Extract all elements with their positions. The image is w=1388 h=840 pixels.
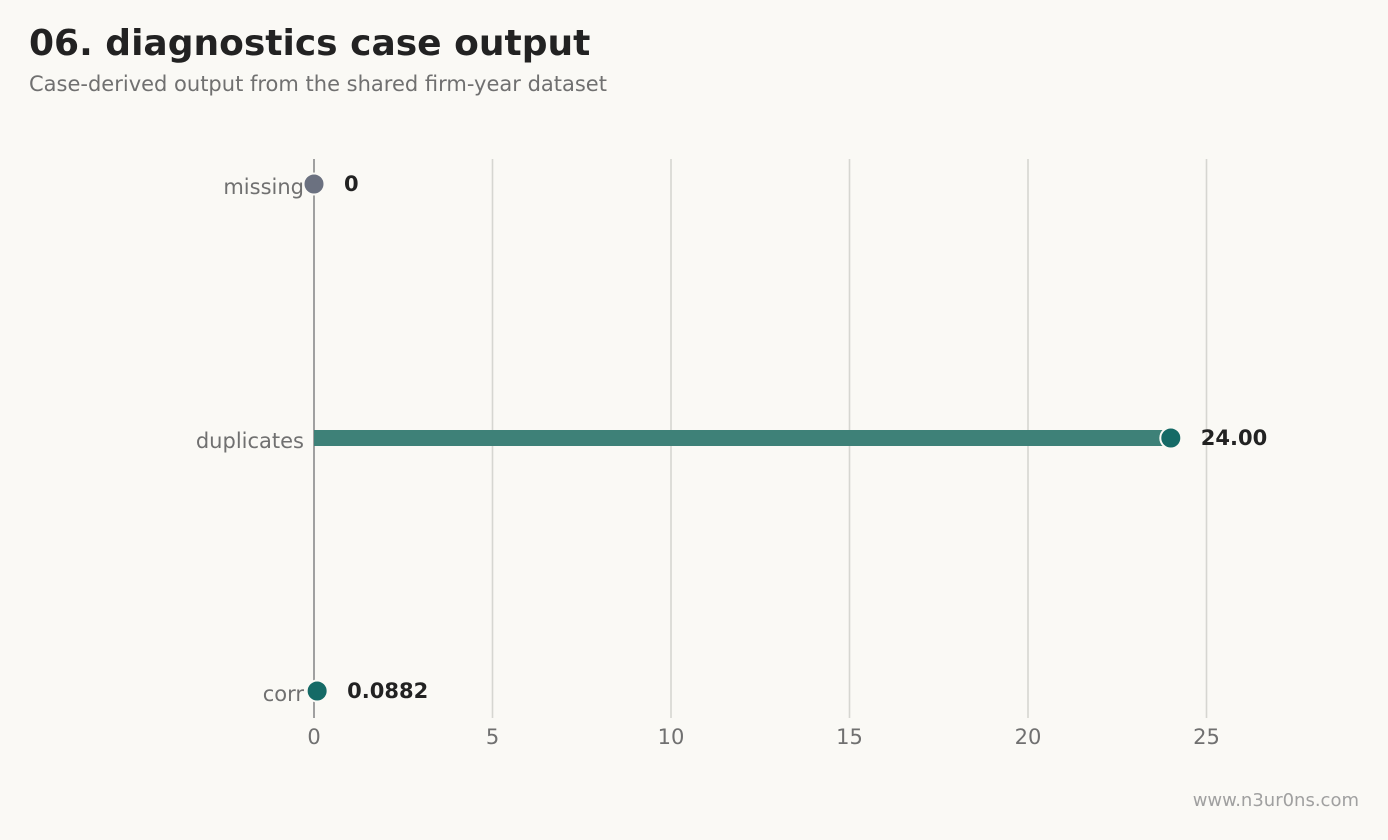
x-tick-label: 5 — [486, 725, 499, 749]
bar-duplicates — [314, 430, 1171, 446]
value-label-corr: 0.0882 — [347, 679, 428, 703]
chart-title: 06. diagnostics case output — [29, 23, 591, 64]
category-label-duplicates: duplicates — [196, 429, 304, 453]
watermark: www.n3ur0ns.com — [1192, 790, 1359, 811]
category-label-corr: corr — [263, 682, 305, 706]
chart-subtitle: Case-derived output from the shared firm… — [29, 72, 607, 96]
value-label-duplicates: 24.00 — [1201, 426, 1267, 450]
x-tick-label: 10 — [658, 725, 685, 749]
x-tick-label: 15 — [836, 725, 863, 749]
x-tick-label: 0 — [307, 725, 320, 749]
dots — [302, 172, 1183, 703]
x-tick-labels: 0 5 10 15 20 25 — [307, 725, 1220, 749]
x-tick-label: 25 — [1193, 725, 1220, 749]
x-tick-label: 20 — [1015, 725, 1042, 749]
dot-missing — [302, 172, 326, 196]
dot-corr — [305, 679, 329, 703]
dot-duplicates — [1159, 426, 1183, 450]
category-label-missing: missing — [223, 175, 304, 199]
value-labels: 0 24.00 0.0882 — [344, 172, 1267, 703]
bars — [314, 430, 1171, 699]
value-label-missing: 0 — [344, 172, 359, 196]
category-labels: missing duplicates corr — [196, 175, 305, 706]
